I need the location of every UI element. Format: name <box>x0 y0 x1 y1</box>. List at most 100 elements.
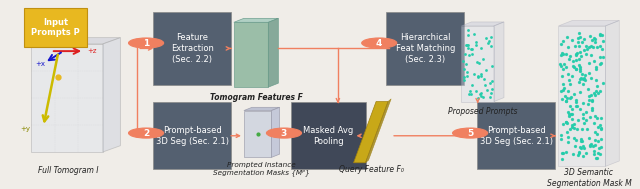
Text: Input
Prompts P: Input Prompts P <box>31 18 80 37</box>
Polygon shape <box>353 101 388 163</box>
Point <box>596 33 607 36</box>
Polygon shape <box>494 22 504 101</box>
Point <box>558 83 568 86</box>
Point <box>557 52 568 55</box>
Point <box>575 70 586 73</box>
Point <box>579 145 589 148</box>
Point <box>572 104 582 107</box>
Point <box>587 108 597 112</box>
Point <box>486 80 497 83</box>
Point <box>572 52 582 55</box>
Point <box>596 137 606 140</box>
FancyBboxPatch shape <box>24 8 87 47</box>
Point <box>575 51 585 54</box>
Point <box>561 120 571 123</box>
Point <box>556 63 566 66</box>
Point <box>580 74 590 77</box>
Point <box>561 100 571 103</box>
Point <box>472 61 483 64</box>
Point <box>591 90 601 93</box>
Polygon shape <box>31 38 120 44</box>
Point <box>591 84 602 88</box>
Point <box>584 103 594 106</box>
Point <box>586 93 596 96</box>
Point <box>575 145 586 148</box>
Point <box>482 89 492 92</box>
Point <box>576 137 586 140</box>
Circle shape <box>452 128 488 138</box>
Polygon shape <box>103 38 120 152</box>
Point <box>474 62 484 65</box>
Point <box>486 64 497 67</box>
Point <box>591 157 601 160</box>
Point <box>598 82 608 85</box>
Point <box>556 43 566 46</box>
Point <box>584 61 594 64</box>
Point <box>575 77 586 80</box>
Point <box>471 43 481 46</box>
Point <box>579 76 589 79</box>
Point <box>565 83 575 86</box>
Point <box>572 59 582 62</box>
Point <box>589 40 600 43</box>
Point <box>461 43 472 46</box>
Point <box>473 97 483 100</box>
Point <box>595 123 605 126</box>
FancyBboxPatch shape <box>477 102 556 169</box>
Point <box>481 68 491 71</box>
Point <box>577 41 587 44</box>
Polygon shape <box>31 44 103 152</box>
Point <box>464 92 474 95</box>
Point <box>575 65 586 68</box>
Point <box>574 151 584 154</box>
Point <box>588 100 598 103</box>
Point <box>479 78 489 81</box>
Point <box>465 90 476 93</box>
Point <box>595 56 605 59</box>
Point <box>565 112 575 115</box>
Point <box>562 122 572 125</box>
Point <box>568 127 579 130</box>
Point <box>476 92 486 95</box>
Point <box>586 45 596 48</box>
Point <box>584 35 595 38</box>
Polygon shape <box>605 20 620 166</box>
Point <box>575 107 586 110</box>
Point <box>563 45 573 48</box>
Point <box>576 139 586 142</box>
Point <box>584 144 595 147</box>
Point <box>579 121 589 124</box>
Point <box>564 58 574 61</box>
Point <box>573 58 584 61</box>
Point <box>563 96 573 99</box>
Point <box>566 95 576 98</box>
Polygon shape <box>559 20 620 26</box>
Point <box>467 53 477 56</box>
Point <box>575 91 585 94</box>
Point <box>564 115 574 118</box>
FancyBboxPatch shape <box>153 102 231 169</box>
Point <box>572 67 582 70</box>
Point <box>580 78 590 81</box>
Text: Full Tomogram I: Full Tomogram I <box>38 166 99 175</box>
Point <box>558 39 568 42</box>
Text: Prompt-based
3D Seg (Sec. 2.1): Prompt-based 3D Seg (Sec. 2.1) <box>156 126 228 146</box>
Point <box>592 156 602 160</box>
Point <box>561 120 572 123</box>
Point <box>588 45 598 48</box>
Point <box>573 81 584 84</box>
Polygon shape <box>244 107 280 111</box>
Point <box>596 62 606 65</box>
Point <box>571 98 581 101</box>
Point <box>567 113 577 116</box>
Point <box>568 60 579 63</box>
Point <box>589 94 600 97</box>
Point <box>561 150 571 153</box>
Point <box>593 125 603 128</box>
Point <box>573 36 584 40</box>
Point <box>477 95 488 98</box>
Point <box>561 99 572 102</box>
Point <box>569 122 579 125</box>
Point <box>573 41 584 44</box>
Point <box>461 63 472 66</box>
